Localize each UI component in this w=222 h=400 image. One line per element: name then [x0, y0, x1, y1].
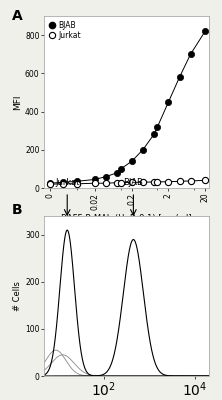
Text: BJAB: BJAB: [123, 178, 143, 187]
Text: B: B: [12, 203, 22, 217]
Y-axis label: # Cells: # Cells: [13, 281, 22, 311]
X-axis label: BAFF-R MAb (HuBr9.1) [μg /ml]: BAFF-R MAb (HuBr9.1) [μg /ml]: [61, 214, 192, 223]
Legend: BJAB, Jurkat: BJAB, Jurkat: [48, 20, 81, 41]
Text: Jurkat: Jurkat: [55, 178, 79, 187]
Y-axis label: MFI: MFI: [13, 94, 22, 110]
Text: A: A: [12, 9, 22, 23]
